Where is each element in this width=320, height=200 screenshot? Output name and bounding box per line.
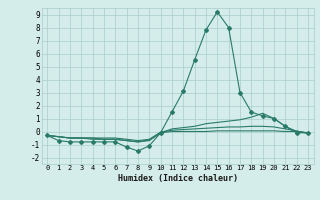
X-axis label: Humidex (Indice chaleur): Humidex (Indice chaleur) [118,174,237,183]
